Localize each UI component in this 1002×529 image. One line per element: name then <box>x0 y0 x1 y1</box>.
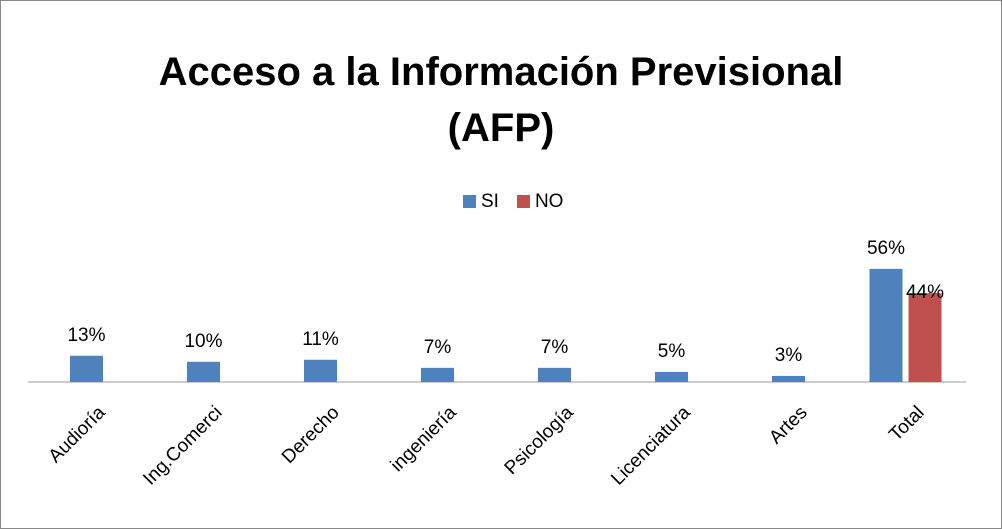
bar <box>772 375 805 382</box>
x-tick-label: Audioría <box>45 402 110 467</box>
x-tick-label: ingeniería <box>387 402 461 476</box>
legend-label: NO <box>535 191 564 212</box>
x-tick-label: Artes <box>765 402 811 448</box>
bar <box>869 268 903 382</box>
legend-swatch <box>463 195 476 208</box>
legend-label: SI <box>481 191 499 212</box>
data-label: 7% <box>541 337 569 358</box>
bar <box>70 355 103 382</box>
bar <box>187 361 220 382</box>
x-tick-label: Derecho <box>278 402 344 468</box>
data-label: 11% <box>302 329 339 350</box>
data-label: 5% <box>658 341 686 362</box>
x-tick-label: Licenciatura <box>607 402 695 490</box>
x-tick-label: Ing.Comerci <box>139 402 226 489</box>
x-tick-label: Total <box>885 402 928 445</box>
data-label: 44% <box>906 282 944 303</box>
bar <box>421 367 454 382</box>
data-label: 3% <box>775 345 803 366</box>
legend-swatch <box>516 195 530 208</box>
bar <box>908 293 942 382</box>
bar <box>304 359 337 382</box>
chart-title: Acceso a la Información Previsional (AFP… <box>158 50 844 150</box>
data-label: 13% <box>67 325 105 346</box>
bar <box>655 371 688 382</box>
x-tick-label: Psicología <box>501 402 578 479</box>
data-label: 7% <box>424 337 452 358</box>
data-label: 10% <box>184 331 222 352</box>
bar <box>538 367 571 382</box>
data-label: 56% <box>867 238 905 259</box>
